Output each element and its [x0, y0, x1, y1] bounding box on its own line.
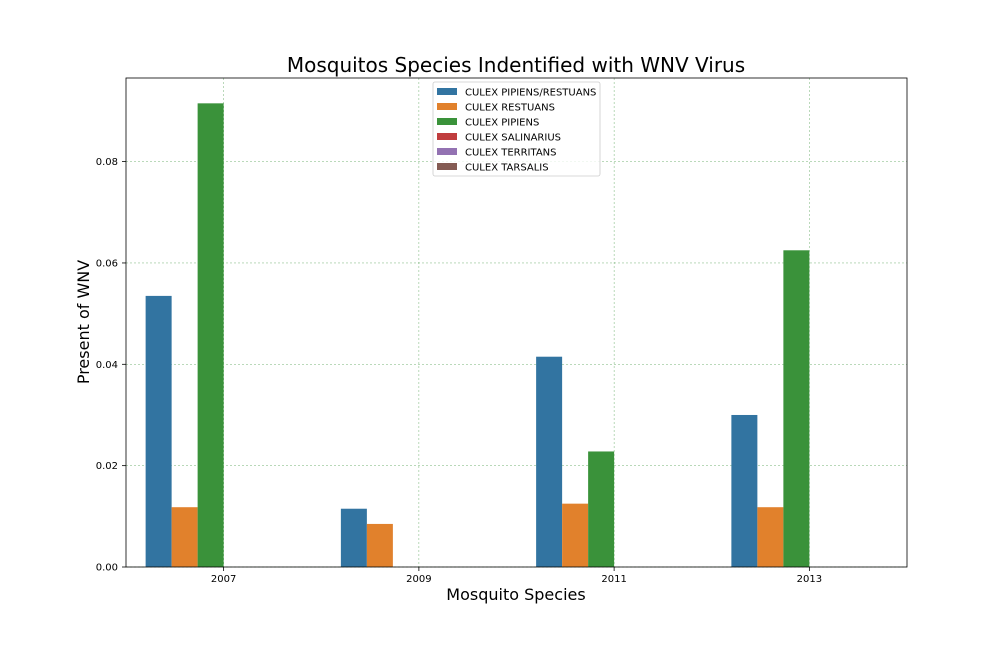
legend-swatch	[437, 133, 457, 140]
y-tick-label: 0.04	[96, 360, 118, 371]
legend-label: CULEX RESTUANS	[465, 103, 555, 114]
bar-culex-pipiens-restuans-2013	[731, 414, 758, 567]
y-tick-label: 0.02	[96, 461, 118, 472]
legend-swatch	[437, 163, 457, 170]
x-tick-label: 2013	[797, 574, 822, 585]
axis-ticks: 0.00 0.02 0.04 0.06 0.08 2007 2009 2011 2013	[96, 157, 822, 585]
bar-culex-restuans-2007	[171, 507, 198, 567]
bar-culex-restuans-2011	[562, 503, 589, 567]
legend-label: CULEX SALINARIUS	[465, 133, 561, 144]
bar-culex-pipiens-2013	[783, 250, 810, 567]
legend-label: CULEX TERRITANS	[465, 148, 557, 159]
legend-label: CULEX TARSALIS	[465, 163, 549, 174]
legend-swatch	[437, 88, 457, 95]
y-tick-label: 0.06	[96, 258, 118, 269]
bar-culex-restuans-2009	[366, 523, 393, 567]
x-tick-label: 2009	[406, 574, 431, 585]
legend-label: CULEX PIPIENS	[465, 118, 539, 129]
legend-box	[432, 81, 601, 177]
bar-culex-pipiens-2007	[197, 103, 224, 567]
bars	[145, 103, 810, 567]
x-tick-label: 2011	[601, 574, 626, 585]
legend-swatch	[437, 118, 457, 125]
bar-culex-restuans-2013	[757, 507, 784, 567]
legend-label: CULEX PIPIENS/RESTUANS	[465, 88, 596, 99]
y-axis-title: Present of WNV	[74, 260, 93, 384]
bar-culex-pipiens-restuans-2007	[145, 295, 172, 567]
legend-swatch	[437, 148, 457, 155]
bar-culex-pipiens-restuans-2009	[340, 508, 367, 567]
chart-title: Mosquitos Species Indentified with WNV V…	[287, 53, 745, 77]
bar-culex-pipiens-restuans-2011	[536, 356, 563, 567]
plot-frame	[125, 77, 908, 568]
bar-culex-pipiens-2011	[588, 451, 615, 567]
legend: CULEX PIPIENS/RESTUANS CULEX RESTUANS CULE…	[432, 81, 601, 177]
y-tick-label: 0.08	[96, 157, 118, 168]
y-tick-label: 0.00	[96, 563, 118, 574]
legend-swatch	[437, 103, 457, 110]
x-axis-title: Mosquito Species	[446, 585, 585, 604]
x-tick-label: 2007	[211, 574, 236, 585]
